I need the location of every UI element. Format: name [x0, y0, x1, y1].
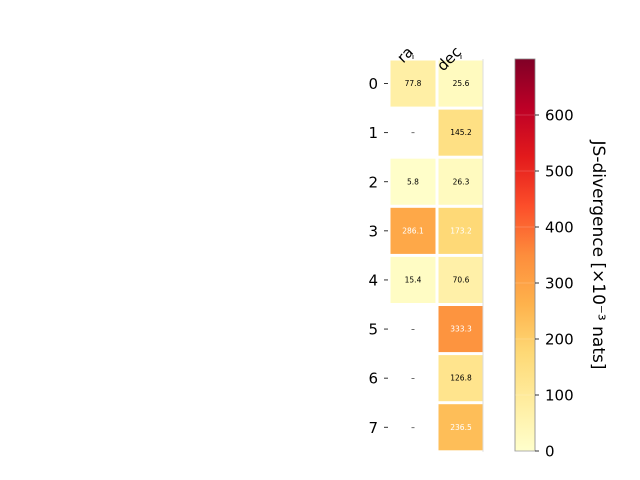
heatmap-cell-r3-c0	[390, 207, 436, 254]
row-label-7: 7	[368, 419, 378, 437]
cell-label-r0-c0: 77.8	[405, 79, 422, 88]
cell-label-r1-c1: 145.2	[450, 128, 472, 137]
row-label-0: 0	[368, 75, 378, 93]
colorbar-tick-label-100: 100	[545, 387, 574, 405]
cell-label-r6-c0: –	[411, 374, 415, 383]
heatmap-cell-r2-c1	[438, 158, 484, 205]
heatmap-cell-r0-c1	[438, 60, 484, 107]
row-axis: 0 1 2 3 4 5 6 7	[368, 75, 388, 437]
heatmap-cell-r5-c1	[438, 306, 484, 353]
cell-label-r5-c0: –	[411, 325, 415, 334]
cell-label-r7-c0: –	[411, 423, 415, 432]
row-label-4: 4	[368, 271, 378, 289]
heatmap-cell-r4-c0	[390, 256, 436, 303]
row-label-2: 2	[368, 173, 378, 191]
cell-label-r6-c1: 126.8	[450, 374, 472, 383]
heatmap-cell-r2-c0	[390, 158, 436, 205]
heatmap-cells	[390, 59, 484, 452]
colorbar-tick-label-500: 500	[545, 163, 574, 181]
colorbar-tick-label-200: 200	[545, 331, 574, 349]
cell-label-r3-c1: 173.2	[450, 226, 472, 235]
cell-label-r1-c0: –	[411, 128, 415, 137]
row-label-3: 3	[368, 222, 378, 240]
colorbar-tick-label-300: 300	[545, 275, 574, 293]
heatmap-cell-r3-c1	[438, 207, 484, 254]
cell-label-r4-c1: 70.6	[453, 275, 470, 284]
colorbar-tick-label-400: 400	[545, 219, 574, 237]
colorbar: 0 100 200 300 400 500 600 JS-divergence [×10⁻³ …	[514, 58, 608, 461]
colorbar-tick-label-600: 600	[545, 107, 574, 125]
cell-label-r2-c1: 26.3	[453, 177, 470, 186]
heatmap-cell-r6-c1	[438, 355, 484, 402]
cell-label-r7-c1: 236.5	[450, 423, 472, 432]
cell-label-r4-c0: 15.4	[405, 275, 422, 284]
cell-label-r3-c0: 286.1	[402, 226, 424, 235]
row-label-1: 1	[368, 124, 378, 142]
colorbar-bar	[514, 58, 536, 452]
heatmap-cell-r0-c0	[390, 60, 436, 107]
heatmap-cell-r4-c1	[438, 256, 484, 303]
colorbar-tick-label-0: 0	[545, 443, 555, 461]
heatmap-cell-r1-c1	[438, 109, 484, 156]
colorbar-label: JS-divergence [×10⁻³ nats]	[588, 140, 608, 370]
row-label-6: 6	[368, 370, 378, 388]
heatmap-cell-r7-c1	[438, 404, 484, 451]
cell-label-r2-c0: 5.8	[407, 177, 419, 186]
cell-label-r0-c1: 25.6	[453, 79, 470, 88]
row-label-5: 5	[368, 321, 378, 339]
heatmap-cell-labels: 77.8 25.6 – 145.2 5.8 26.3 286.1 173.2 15.4 70.6 –…	[402, 79, 472, 432]
cell-label-r5-c1: 333.3	[450, 325, 472, 334]
